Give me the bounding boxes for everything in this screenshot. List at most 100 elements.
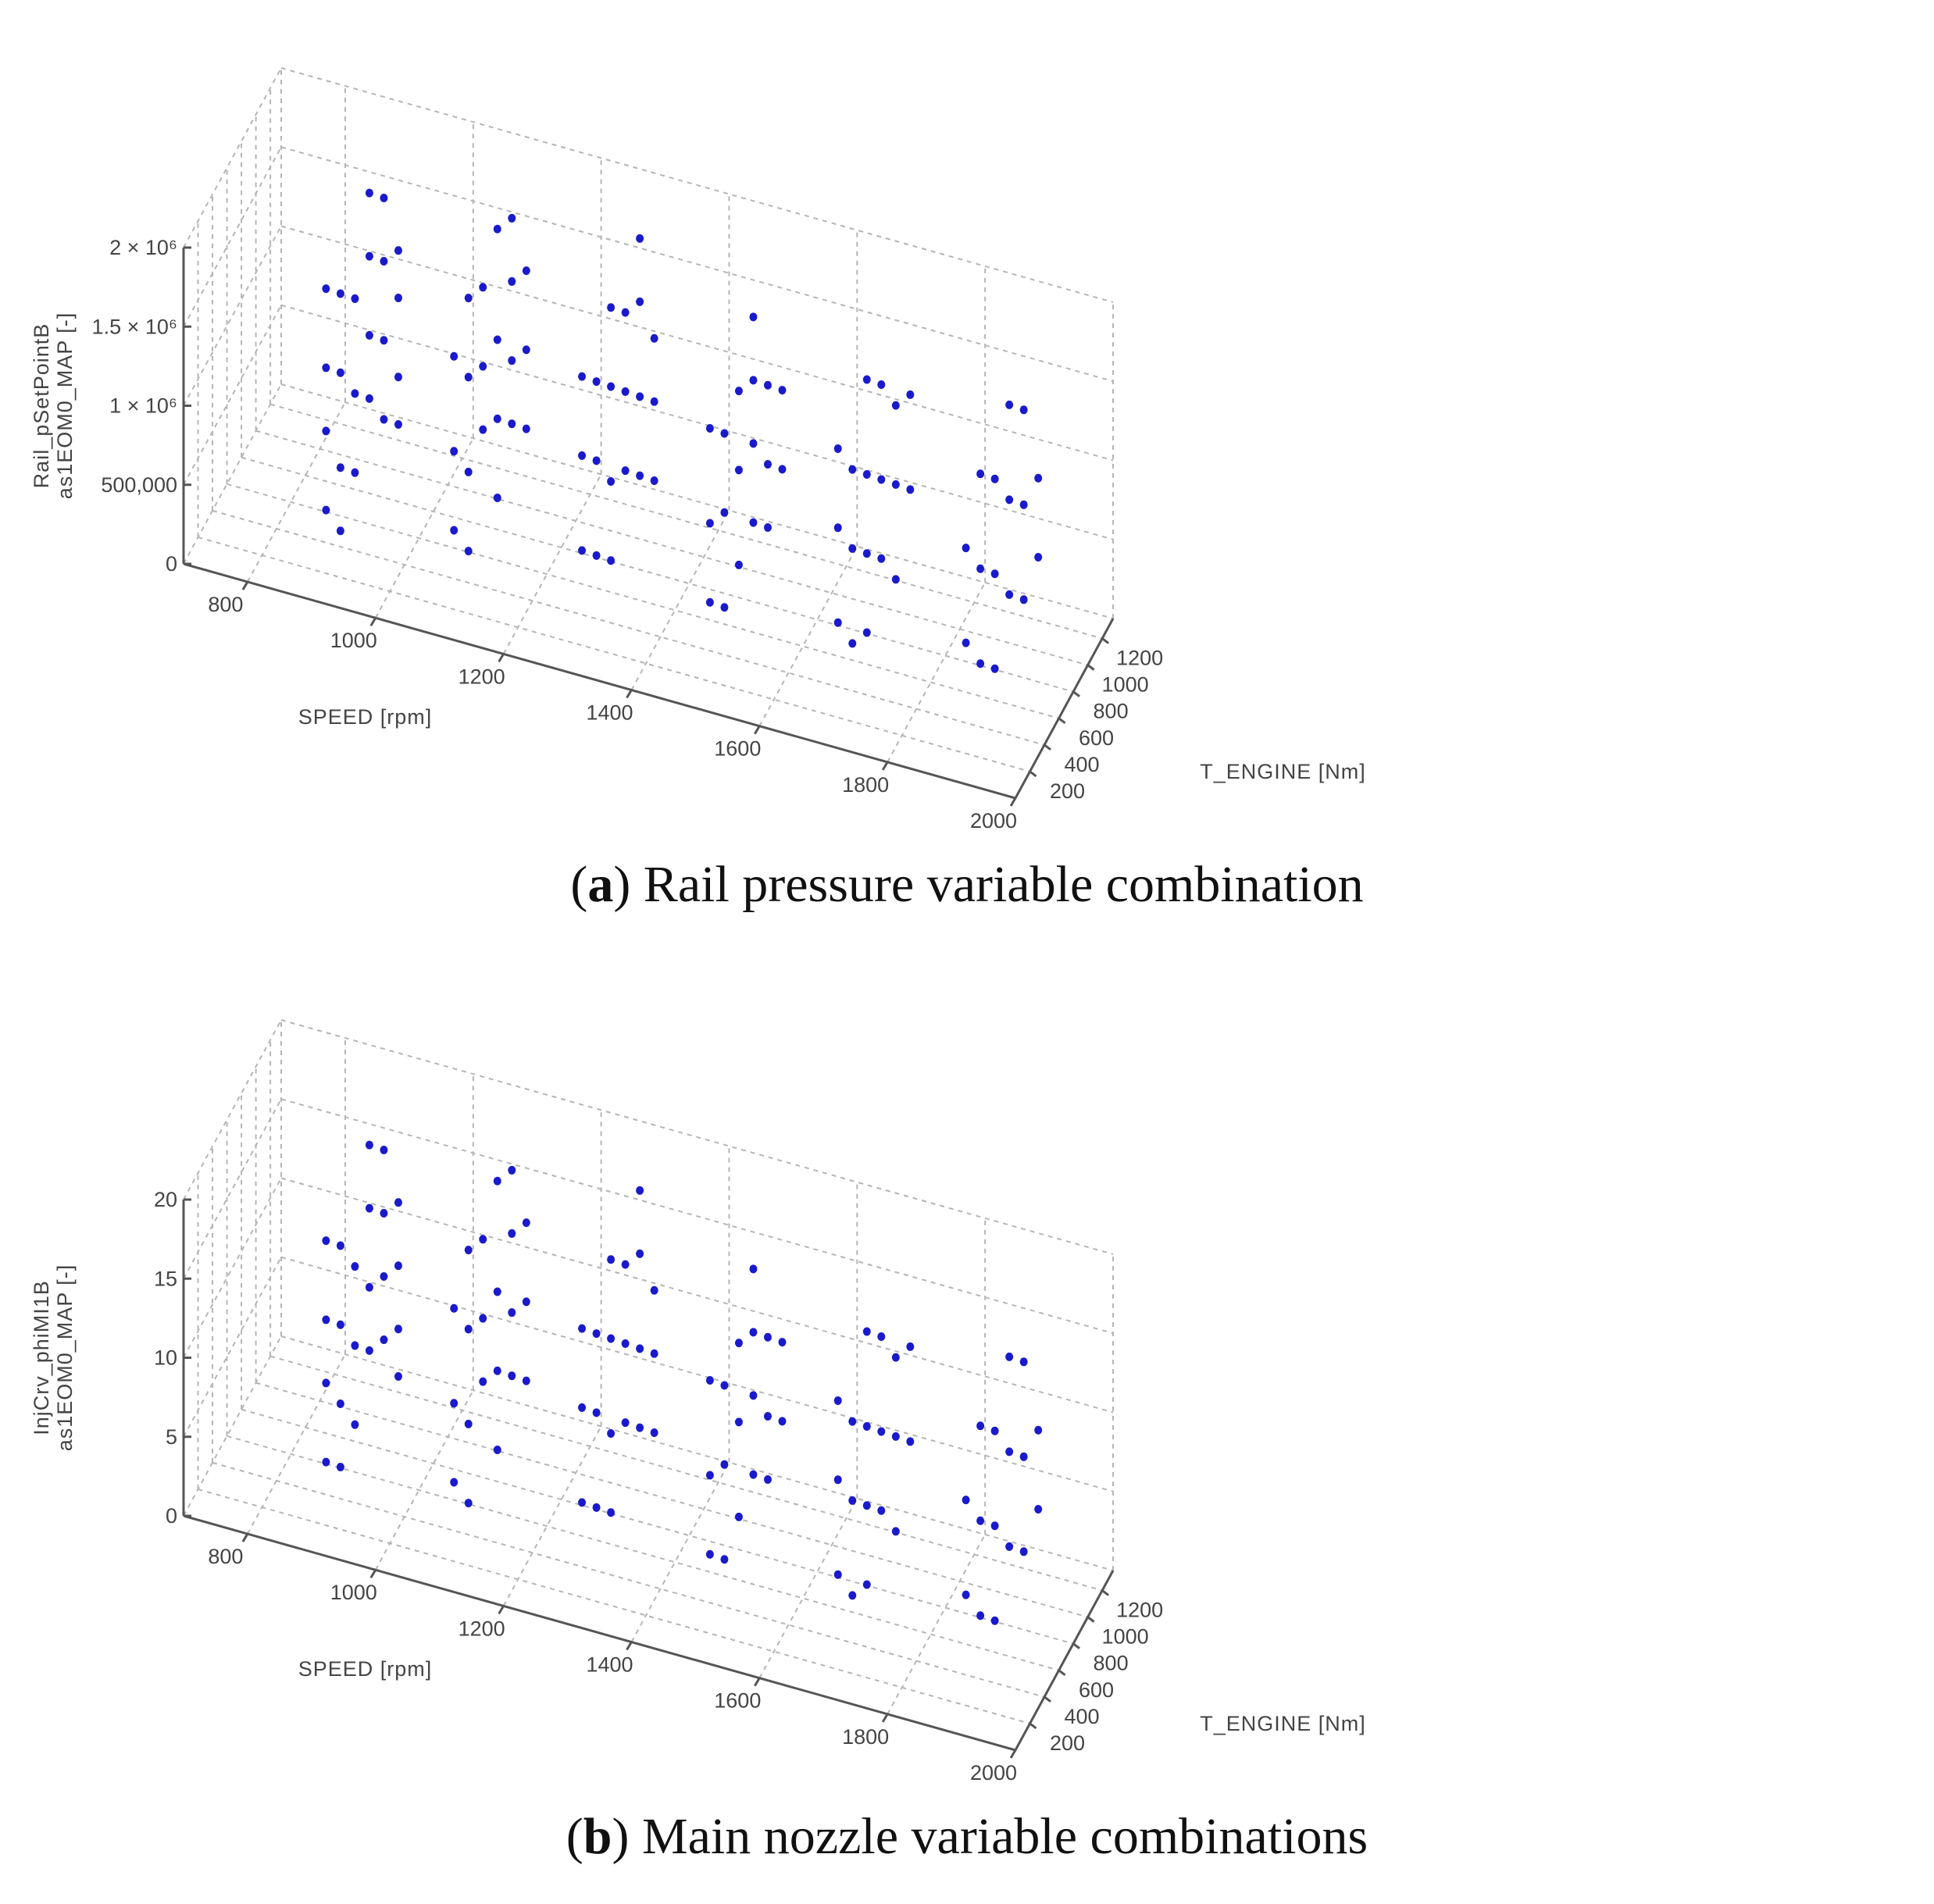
data-point [636,297,644,306]
data-point [365,1282,373,1292]
data-point [906,1342,915,1351]
data-point [464,1499,473,1508]
right-wall-grid-horizontal [280,1177,1114,1414]
data-point [990,1521,999,1531]
data-point [464,467,473,476]
data-point [336,463,344,472]
data-point [833,1475,842,1485]
data-point [578,1403,587,1412]
data-point [862,470,871,480]
data-point [848,544,857,553]
y-axis-title: T_ENGINE [Nm] [1200,1712,1366,1735]
y-tick-mark [1072,690,1080,697]
left-wall-grid-horizontal [183,146,282,327]
data-point [877,1427,886,1436]
y-tick-mark [1101,1589,1110,1596]
left-wall-grid-horizontal [183,1019,282,1200]
data-point [592,1503,601,1512]
data-point [450,526,459,535]
floor-grid-line-x [630,510,730,691]
z-axis-title-line: InjCrv_phiMI1B [30,1280,53,1435]
x-tick-label: 1400 [586,1653,633,1677]
data-point [464,1325,473,1334]
data-point [464,373,473,382]
data-point [650,397,658,406]
data-point [891,1432,900,1441]
left-wall-grid-horizontal [183,1257,282,1438]
caption-a-text: Rail pressure variable combination [643,856,1364,913]
data-point [778,1417,787,1426]
right-wall-grid-horizontal [280,67,1114,303]
panel-a: 800 1000 1200 1400 1600 1800 2000 200 400 600 800 1… [30,67,1365,913]
data-point [394,373,402,382]
data-point [877,380,886,389]
data-point [351,1341,359,1350]
caption-b-letter: b [583,1808,612,1865]
caption-b-text: Main nozzle variable combinations [641,1808,1368,1865]
data-point [906,390,915,399]
right-wall-grid-horizontal [280,225,1114,462]
data-point [450,1303,459,1313]
x-tick-mark [498,653,505,663]
x-tick-label: 800 [208,593,243,616]
data-point [636,1423,644,1432]
y-tick-label: 1000 [1102,673,1149,697]
floor-grid-line-x [374,437,474,619]
x-tick-label: 1000 [330,629,377,652]
data-point [976,564,985,573]
data-point [592,377,601,387]
data-point [636,1186,644,1195]
data-point [862,1580,871,1589]
z-axis-title: Rail_pSetPointBas1EOM0_MAP [-] [30,312,77,500]
z-axis-title-line: as1EOM0_MAP [-] [53,1264,77,1452]
data-point [705,1376,714,1385]
data-point [705,519,714,528]
z-tick-label: 1 × 10⁶ [109,394,177,418]
x-tick-mark [1009,1749,1017,1759]
data-point [380,1335,388,1345]
data-point [636,392,644,401]
data-point [493,494,501,503]
data-point [380,194,388,203]
data-point [592,1408,601,1417]
data-point [322,363,330,373]
data-point [990,474,999,483]
y-tick-mark [1029,1722,1037,1730]
data-point [351,389,359,398]
data-point [763,1474,772,1484]
data-point [1005,1447,1014,1457]
data-point [891,401,900,410]
y-tick-label: 400 [1065,753,1100,776]
y-axis-line [1014,1570,1115,1751]
x-tick-mark [881,1713,889,1723]
z-axis-title-line: as1EOM0_MAP [-] [53,312,77,500]
data-point [464,1419,473,1428]
data-point [380,415,388,424]
data-point [380,336,388,345]
x-tick-mark [626,1641,633,1651]
data-point [607,1255,616,1264]
data-point [636,1344,644,1353]
z-axis-title-line: Rail_pSetPointB [30,323,53,489]
x-tick-mark [498,1605,505,1615]
chart-b-main-nozzle: 8001000120014001600180020002004006008001… [30,1019,1366,1785]
floor-grid-line-y [227,1435,1059,1671]
z-axis-title: InjCrv_phiMI1Bas1EOM0_MAP [-] [30,1264,77,1452]
floor-grid-line-y [255,430,1088,666]
data-point [705,1549,714,1559]
data-point [862,1422,871,1432]
data-point [862,549,871,558]
floor-grid-line-y [198,1488,1030,1724]
data-point [394,293,402,302]
data-point [607,556,616,565]
data-point [778,465,787,474]
data-point [1034,473,1043,483]
data-point [365,1203,373,1213]
data-point [351,1420,359,1429]
data-point [1019,500,1028,509]
z-tick-label: 15 [154,1267,177,1290]
data-point [749,1470,758,1479]
data-point [1019,405,1028,415]
x-axis-title: SPEED [rpm] [298,1657,433,1681]
data-point [508,419,516,429]
